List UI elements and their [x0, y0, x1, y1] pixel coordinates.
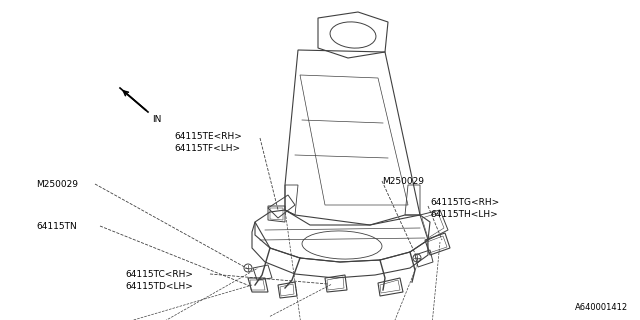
Text: 64115TD<LH>: 64115TD<LH> [125, 282, 193, 291]
Text: M250029: M250029 [36, 180, 78, 189]
Text: 64115TG<RH>: 64115TG<RH> [430, 198, 499, 207]
Text: 64115TF<LH>: 64115TF<LH> [174, 144, 240, 153]
Text: 64115TH<LH>: 64115TH<LH> [430, 210, 498, 219]
Text: 64115TC<RH>: 64115TC<RH> [125, 270, 193, 279]
Text: A640001412: A640001412 [575, 303, 628, 312]
Text: 64115TE<RH>: 64115TE<RH> [174, 132, 242, 141]
Text: 64115TN: 64115TN [36, 222, 77, 231]
Text: IN: IN [152, 115, 161, 124]
Text: M250029: M250029 [382, 177, 424, 186]
